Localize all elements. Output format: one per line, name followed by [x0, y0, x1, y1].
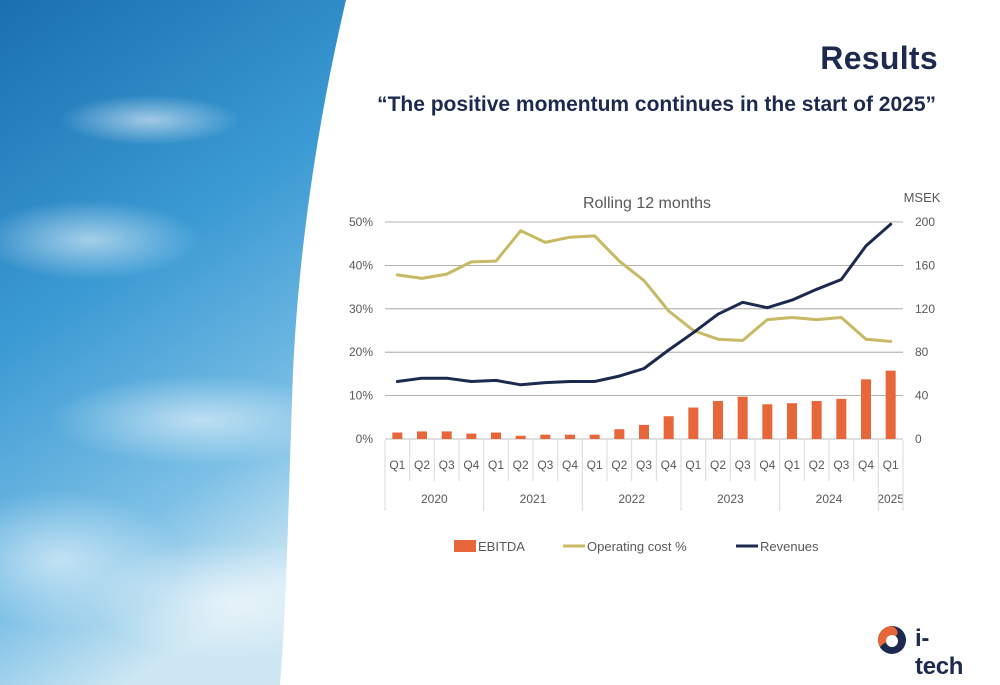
page-title: Results — [820, 40, 938, 76]
legend-operating-cost-label: Operating cost % — [587, 539, 687, 554]
y-left-tick-label: 20% — [349, 345, 373, 359]
x-quarter-label: Q4 — [858, 458, 874, 472]
ebitda-bar — [885, 370, 896, 439]
x-year-label: 2024 — [816, 492, 843, 506]
ebitda-bar — [515, 435, 526, 439]
ebitda-bar — [589, 434, 600, 439]
x-year-label: 2020 — [421, 492, 448, 506]
x-quarter-label: Q2 — [611, 458, 627, 472]
page-subtitle: “The positive momentum continues in the … — [377, 93, 936, 116]
revenues-line — [395, 222, 893, 387]
ebitda-bar — [836, 398, 847, 439]
x-quarter-label: Q2 — [710, 458, 726, 472]
x-quarter-label: Q1 — [784, 458, 800, 472]
operating-cost-line — [395, 229, 893, 343]
brand-mark-icon — [878, 626, 906, 654]
x-year-label: 2023 — [717, 492, 744, 506]
x-quarter-label: Q1 — [389, 458, 405, 472]
ebitda-bar — [737, 396, 748, 439]
ebitda-bar — [713, 401, 723, 439]
x-quarter-label: Q2 — [414, 458, 430, 472]
x-quarter-label: Q4 — [759, 458, 775, 472]
legend-revenues-label: Revenues — [760, 539, 819, 554]
x-quarter-label: Q1 — [488, 458, 504, 472]
ebitda-bar — [491, 432, 501, 439]
ebitda-bar — [540, 434, 551, 439]
y-right-tick-label: 120 — [915, 302, 935, 316]
x-quarter-label: Q1 — [883, 458, 899, 472]
y-left-tick-label: 10% — [349, 389, 373, 403]
ebitda-bar — [392, 432, 403, 439]
ebitda-bar — [787, 403, 797, 439]
y-left-tick-label: 0% — [356, 432, 374, 446]
y-left-tick-label: 40% — [349, 258, 373, 272]
y-left-tick-label: 50% — [349, 215, 373, 229]
x-quarter-label: Q4 — [562, 458, 578, 472]
x-quarter-label: Q2 — [513, 458, 529, 472]
x-quarter-label: Q4 — [661, 458, 677, 472]
x-year-label: 2021 — [520, 492, 547, 506]
y-right-tick-label: 160 — [915, 258, 935, 272]
ebitda-bar — [639, 424, 649, 439]
x-quarter-label: Q1 — [685, 458, 701, 472]
ebitda-bar — [466, 433, 477, 439]
chart-title: Rolling 12 months — [583, 195, 711, 212]
ebitda-bar — [861, 379, 871, 439]
ebitda-bar — [565, 434, 575, 439]
legend-ebitda-swatch — [454, 540, 476, 552]
ebitda-bar — [614, 429, 625, 439]
brand-logo: i-tech — [876, 622, 976, 680]
x-quarter-label: Q4 — [463, 458, 479, 472]
x-quarter-label: Q1 — [587, 458, 603, 472]
x-quarter-label: Q3 — [636, 458, 652, 472]
y-right-tick-label: 80 — [915, 345, 929, 359]
y-right-tick-label: 0 — [915, 432, 922, 446]
ebitda-bar — [441, 431, 452, 439]
y-left-tick-label: 30% — [349, 302, 373, 316]
y-right-tick-label: 40 — [915, 389, 929, 403]
ebitda-bar — [688, 407, 699, 439]
x-quarter-label: Q3 — [833, 458, 849, 472]
x-year-label: 2025 — [877, 492, 904, 506]
x-year-label: 2022 — [618, 492, 645, 506]
x-quarter-label: Q2 — [809, 458, 825, 472]
brand-name: i-tech — [915, 625, 964, 680]
y-right-tick-label: 200 — [915, 215, 935, 229]
x-quarter-label: Q3 — [735, 458, 751, 472]
legend-ebitda-label: EBITDA — [478, 539, 525, 554]
x-quarter-label: Q3 — [537, 458, 553, 472]
x-quarter-label: Q3 — [439, 458, 455, 472]
ebitda-bar — [811, 401, 822, 439]
ebitda-bar — [417, 431, 427, 439]
ebitda-bar — [663, 416, 674, 439]
right-axis-unit: MSEK — [904, 190, 941, 205]
ebitda-bar — [762, 404, 773, 439]
